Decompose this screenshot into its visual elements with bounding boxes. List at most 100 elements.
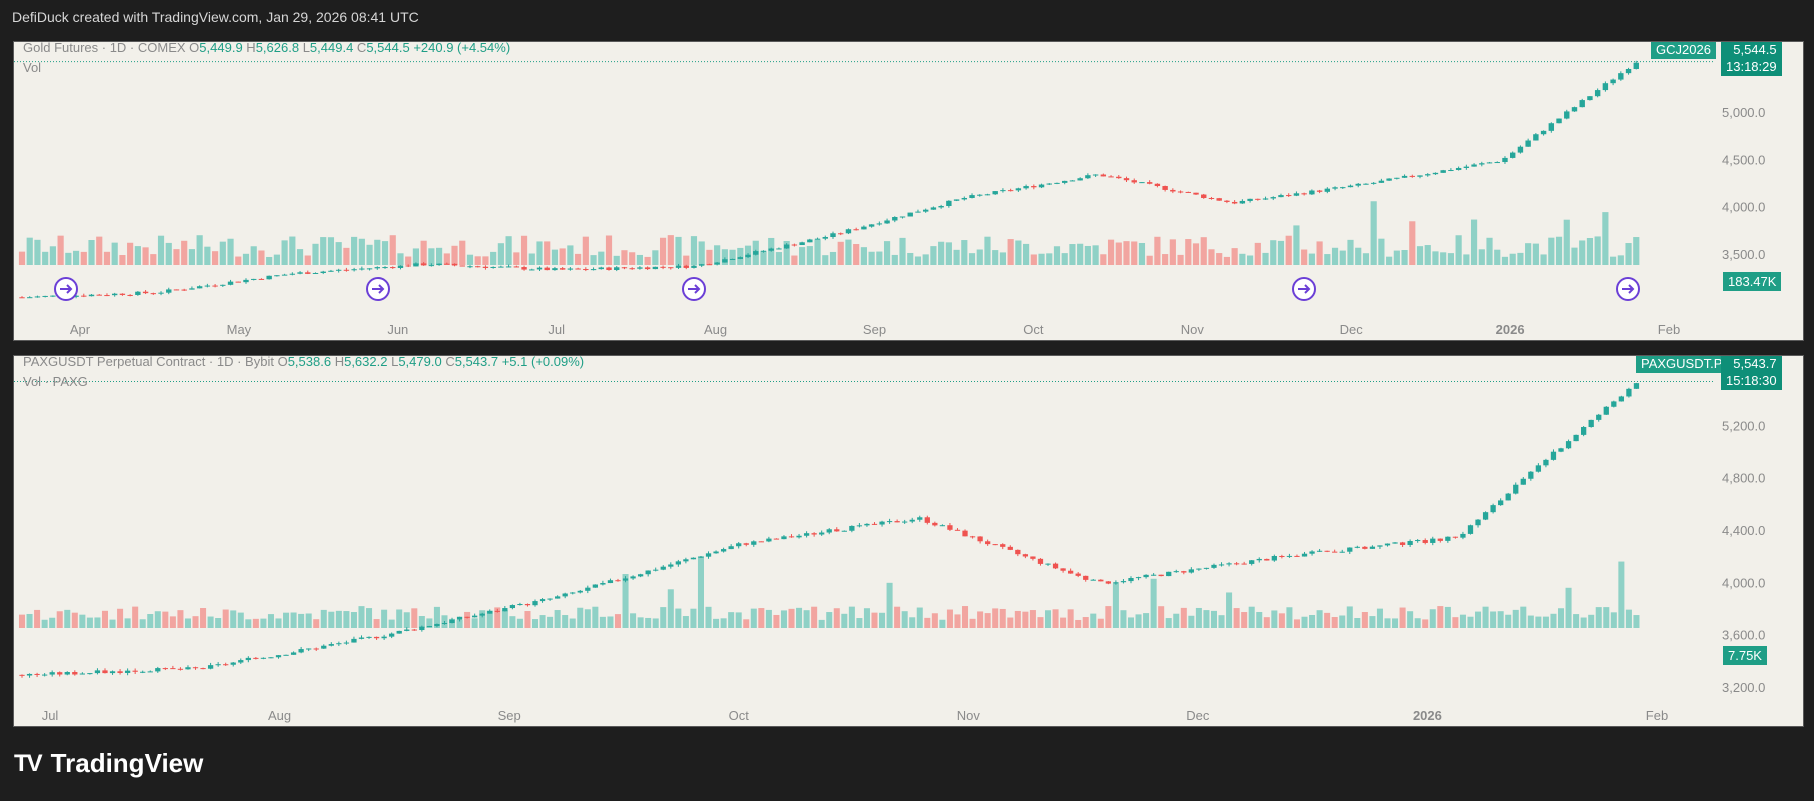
candle-body (783, 244, 790, 249)
volume-bar (215, 618, 222, 628)
candle-body (464, 616, 470, 618)
volume-bar (1270, 240, 1277, 265)
candle-body (1139, 182, 1145, 184)
candle-body (1340, 187, 1346, 189)
candle-body (494, 610, 500, 612)
volume-bar (547, 616, 554, 628)
candle-body (737, 257, 744, 259)
volume-bar (728, 612, 735, 628)
candle-body (788, 536, 795, 538)
candle-body (894, 521, 900, 523)
volume-bar (1370, 201, 1377, 265)
candle-body (253, 657, 259, 659)
volume-bar (1277, 240, 1285, 265)
candle-body (1100, 174, 1107, 177)
volume-bar (1618, 561, 1625, 628)
candle-body (1535, 465, 1542, 472)
candle-body (849, 525, 855, 531)
volume-bar (1138, 242, 1146, 265)
candle-body (1030, 556, 1036, 559)
volume-bar (486, 610, 493, 628)
candle-body (390, 267, 396, 269)
volume-bar (1105, 606, 1112, 628)
candle-body (760, 250, 767, 252)
candle-body (79, 673, 85, 675)
volume-bar (1432, 251, 1439, 265)
candle-body (1513, 484, 1519, 494)
candle-body (1520, 478, 1526, 485)
x-tick-label: Sep (498, 708, 521, 723)
candle-body (158, 292, 164, 294)
candle-body (124, 670, 131, 673)
volume-bar (1146, 255, 1153, 265)
candle-body (1363, 183, 1369, 185)
volume-bar (111, 242, 118, 265)
candle-body (660, 266, 666, 268)
candle-body (335, 269, 342, 271)
volume-bar (1007, 617, 1014, 628)
candle-body (1401, 175, 1408, 178)
volume-bar (1061, 253, 1068, 265)
candle-body (1177, 191, 1184, 193)
candle-body (220, 284, 226, 286)
candle-body (1475, 519, 1481, 526)
volume-bar (1509, 253, 1516, 265)
candle-body (243, 279, 249, 283)
volume-bar (833, 608, 840, 628)
paxg-pane[interactable]: 5,600.05,200.04,800.04,400.04,000.03,600… (13, 355, 1804, 727)
paxg-chart[interactable]: 5,600.05,200.04,800.04,400.04,000.03,600… (14, 356, 1803, 726)
candle-body (861, 226, 867, 230)
x-tick-label: Apr (70, 322, 91, 337)
candle-body (598, 267, 604, 270)
candle-body (992, 191, 998, 195)
volume-bar (1169, 239, 1176, 265)
candle-body (653, 569, 659, 571)
candle-body (984, 194, 991, 196)
candle-body (1068, 570, 1074, 574)
candle-body (1113, 582, 1119, 584)
volume-bar (1052, 609, 1059, 628)
gold-futures-pane[interactable]: 5,000.0 4,500.0 4,000.0 3,500.0 Apr May Jun Jul… (13, 41, 1804, 341)
candle-body (830, 233, 836, 237)
volume-bar (1007, 239, 1014, 265)
gold-change: +240.9 (+4.54%) (413, 41, 511, 55)
volume-bar (1185, 239, 1192, 265)
volume-bar (841, 613, 848, 628)
volume-bar (1037, 617, 1044, 628)
tradingview-brand[interactable]: TV TradingView (14, 748, 203, 779)
volume-bar (886, 582, 893, 628)
volume-bar (1112, 583, 1119, 628)
rollover-marker-icon (54, 277, 78, 301)
volume-bar (381, 609, 388, 628)
x-tick-label: Dec (1186, 708, 1210, 723)
volume-bar (516, 618, 523, 628)
gold-ticker-tag: GCJ2026 (1651, 42, 1716, 59)
candle-body (1279, 555, 1285, 557)
candle-body (899, 216, 906, 218)
volume-bar (497, 243, 504, 265)
candle-body (698, 556, 704, 558)
volume-bar (636, 254, 643, 265)
volume-bar (524, 611, 531, 628)
candle-body (192, 667, 199, 669)
volume-bar (501, 610, 508, 628)
gold-futures-chart[interactable]: 5,000.0 4,500.0 4,000.0 3,500.0 Apr May Jun Jul… (14, 42, 1803, 340)
volume-bar (705, 606, 712, 628)
volume-bar (598, 251, 605, 265)
candle-body (521, 267, 527, 270)
candle-body (1052, 563, 1059, 569)
volume-bar (907, 252, 914, 265)
volume-bar (1067, 609, 1074, 628)
candle-body (1105, 581, 1112, 584)
candle-body (215, 664, 221, 666)
candle-body (1158, 574, 1164, 577)
volume-bar (1256, 611, 1263, 628)
candle-body (227, 281, 234, 285)
candle-body (1588, 419, 1594, 428)
candle-body (290, 652, 297, 655)
candle-body (223, 664, 229, 666)
candle-body (19, 297, 25, 299)
candle-body (592, 584, 598, 588)
volume-bar (1444, 606, 1451, 628)
candle-body (1502, 157, 1508, 163)
